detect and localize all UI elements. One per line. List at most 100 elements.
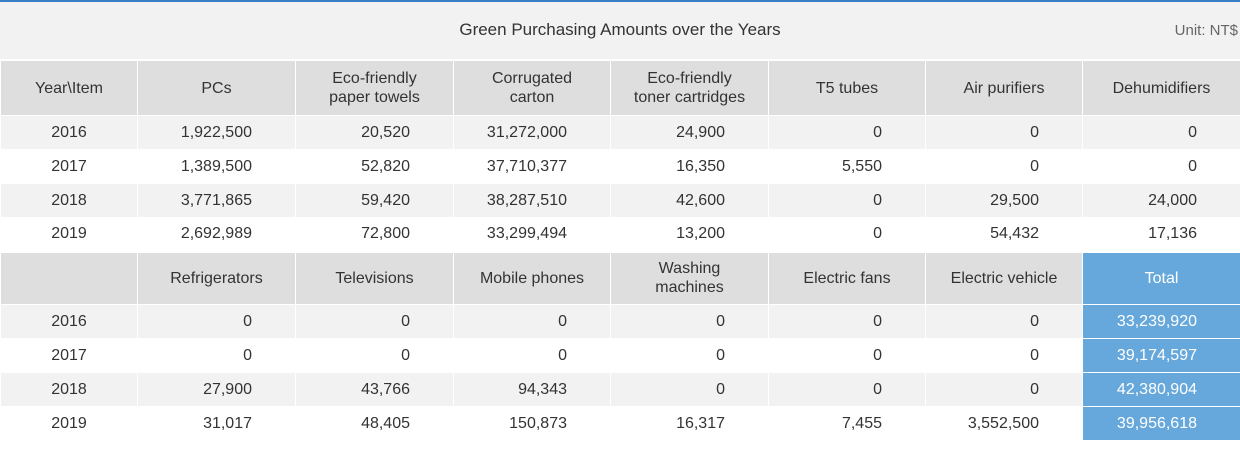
value-cell: 0 bbox=[925, 149, 1083, 184]
column-header-label: Washing bbox=[658, 260, 721, 278]
column-header: Eco-friendly paper towels bbox=[295, 60, 454, 116]
value-cell: 13,200 bbox=[610, 217, 769, 252]
value-cell: 0 bbox=[768, 115, 926, 150]
column-header-label: Televisions bbox=[335, 269, 414, 287]
value-cell: 31,272,000 bbox=[453, 115, 611, 150]
year-cell: 2018 bbox=[0, 372, 138, 407]
value-cell: 0 bbox=[453, 304, 611, 339]
value-cell: 0 bbox=[925, 338, 1083, 373]
value-cell: 16,317 bbox=[610, 406, 769, 441]
value-cell: 17,136 bbox=[1082, 217, 1240, 252]
value-cell: 20,520 bbox=[295, 115, 454, 150]
column-header-label: toner cartridges bbox=[633, 89, 746, 106]
value-cell: 0 bbox=[610, 372, 769, 407]
column-header-label: Electric vehicle bbox=[950, 269, 1058, 287]
year-cell: 2016 bbox=[0, 115, 138, 150]
year-cell: 2019 bbox=[0, 217, 138, 252]
table1-header-row: Year\Item PCs Eco-friendly paper towels Corr… bbox=[0, 60, 1240, 116]
value-cell: 38,287,510 bbox=[453, 183, 611, 218]
value-cell: 0 bbox=[295, 304, 454, 339]
value-cell: 0 bbox=[768, 304, 926, 339]
column-header: Air purifiers bbox=[925, 60, 1083, 116]
column-header: Electric vehicle bbox=[925, 250, 1083, 305]
value-cell: 42,600 bbox=[610, 183, 769, 218]
value-cell: 0 bbox=[1082, 149, 1240, 184]
column-header-label: carton bbox=[509, 89, 555, 106]
value-cell: 0 bbox=[453, 338, 611, 373]
column-header-label: Mobile phones bbox=[479, 269, 585, 287]
value-cell: 0 bbox=[610, 304, 769, 339]
green-purchasing-table: Year\Item PCs Eco-friendly paper towels Corr… bbox=[0, 60, 1240, 441]
value-cell: 0 bbox=[925, 304, 1083, 339]
year-cell: 2018 bbox=[0, 183, 138, 218]
column-header-label: Year\Item bbox=[35, 79, 103, 97]
value-cell: 2,692,989 bbox=[137, 217, 296, 252]
value-cell: 0 bbox=[137, 338, 296, 373]
value-cell: 43,766 bbox=[295, 372, 454, 407]
value-cell: 37,710,377 bbox=[453, 149, 611, 184]
column-header-label: paper towels bbox=[329, 89, 420, 106]
value-cell: 0 bbox=[768, 183, 926, 218]
column-header: Eco-friendly toner cartridges bbox=[610, 60, 769, 116]
column-header-label: Electric fans bbox=[803, 269, 891, 287]
table-row: 2016 1,922,500 20,520 31,272,000 24,900 0 0 0 bbox=[0, 115, 1240, 150]
title-bar: Green Purchasing Amounts over the Years … bbox=[0, 2, 1240, 59]
column-header bbox=[0, 250, 138, 305]
table-title: Green Purchasing Amounts over the Years bbox=[459, 20, 781, 39]
table-row: 2019 2,692,989 72,800 33,299,494 13,200 0 54,4… bbox=[0, 217, 1240, 252]
value-cell: 0 bbox=[768, 217, 926, 252]
value-cell: 94,343 bbox=[453, 372, 611, 407]
value-cell: 0 bbox=[768, 338, 926, 373]
value-cell: 54,432 bbox=[925, 217, 1083, 252]
column-header: T5 tubes bbox=[768, 60, 926, 116]
value-cell: 0 bbox=[610, 338, 769, 373]
table-row: 2019 31,017 48,405 150,873 16,317 7,455 3,552,… bbox=[0, 406, 1240, 441]
value-cell: 1,389,500 bbox=[137, 149, 296, 184]
column-header-label: Refrigerators bbox=[170, 269, 263, 287]
column-header: Year\Item bbox=[0, 60, 138, 116]
column-header: Washing machines bbox=[610, 250, 769, 305]
value-cell: 59,420 bbox=[295, 183, 454, 218]
value-cell: 5,550 bbox=[768, 149, 926, 184]
column-header-label: machines bbox=[655, 279, 724, 297]
total-cell: 39,174,597 bbox=[1082, 338, 1240, 373]
value-cell: 31,017 bbox=[137, 406, 296, 441]
value-cell: 24,900 bbox=[610, 115, 769, 150]
value-cell: 0 bbox=[925, 372, 1083, 407]
column-header-label: Eco-friendly bbox=[332, 70, 417, 87]
column-header-label: Eco-friendly bbox=[647, 70, 732, 87]
value-cell: 24,000 bbox=[1082, 183, 1240, 218]
column-header: Televisions bbox=[295, 250, 454, 305]
total-cell: 42,380,904 bbox=[1082, 372, 1240, 407]
value-cell: 1,922,500 bbox=[137, 115, 296, 150]
table-row: 2018 3,771,865 59,420 38,287,510 42,600 0 29,5… bbox=[0, 183, 1240, 218]
value-cell: 0 bbox=[768, 372, 926, 407]
year-cell: 2016 bbox=[0, 304, 138, 339]
column-header-label: T5 tubes bbox=[815, 79, 879, 97]
column-header-label: Air purifiers bbox=[963, 79, 1045, 97]
year-cell: 2017 bbox=[0, 338, 138, 373]
total-cell: 39,956,618 bbox=[1082, 406, 1240, 441]
value-cell: 52,820 bbox=[295, 149, 454, 184]
value-cell: 0 bbox=[137, 304, 296, 339]
year-cell: 2019 bbox=[0, 406, 138, 441]
table-row: 2016 0 0 0 0 0 0 33,239,920 bbox=[0, 304, 1240, 339]
value-cell: 33,299,494 bbox=[453, 217, 611, 252]
table-row: 2017 0 0 0 0 0 0 39,174,597 bbox=[0, 338, 1240, 373]
value-cell: 150,873 bbox=[453, 406, 611, 441]
value-cell: 7,455 bbox=[768, 406, 926, 441]
value-cell: 3,771,865 bbox=[137, 183, 296, 218]
table-row: 2017 1,389,500 52,820 37,710,377 16,350 5,550… bbox=[0, 149, 1240, 184]
table-row: 2018 27,900 43,766 94,343 0 0 0 42,380,904 bbox=[0, 372, 1240, 407]
value-cell: 3,552,500 bbox=[925, 406, 1083, 441]
value-cell: 48,405 bbox=[295, 406, 454, 441]
value-cell: 29,500 bbox=[925, 183, 1083, 218]
value-cell: 27,900 bbox=[137, 372, 296, 407]
table2-header-row: Refrigerators Televisions Mobile phones Was… bbox=[0, 250, 1240, 305]
year-cell: 2017 bbox=[0, 149, 138, 184]
column-header: Corrugated carton bbox=[453, 60, 611, 116]
column-header-label: Total bbox=[1144, 269, 1179, 287]
total-cell: 33,239,920 bbox=[1082, 304, 1240, 339]
value-cell: 16,350 bbox=[610, 149, 769, 184]
